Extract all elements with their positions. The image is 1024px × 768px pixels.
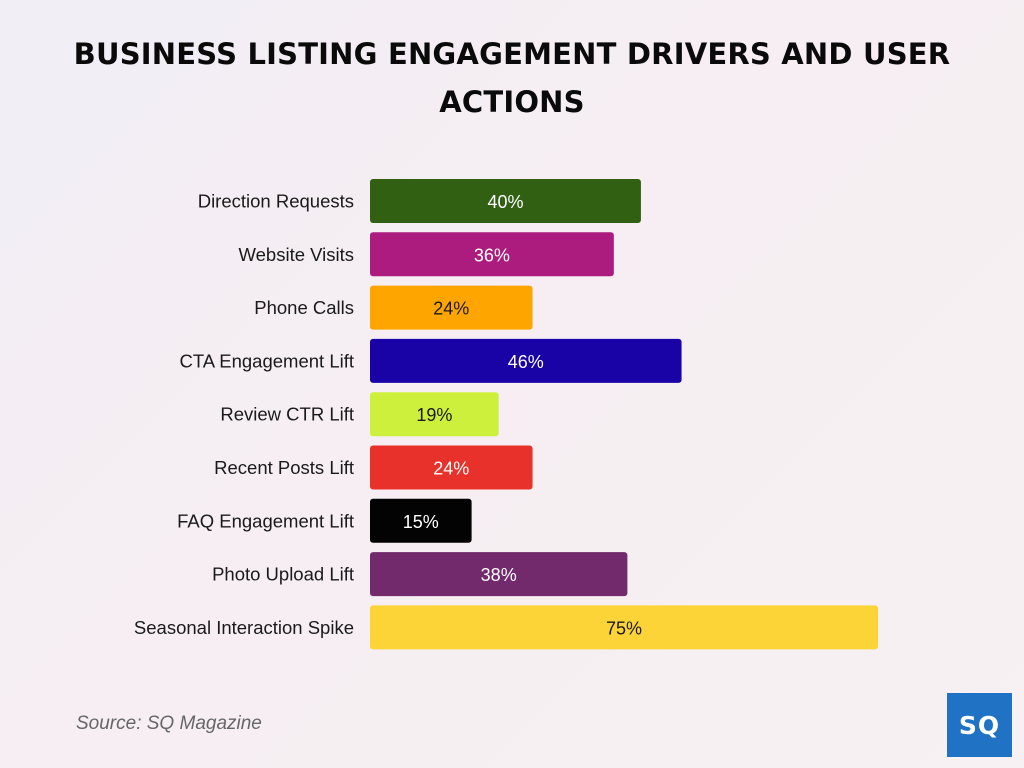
bar-faq-engagement-lift (370, 498, 472, 543)
source-note: Source: SQ Magazine (76, 713, 262, 734)
value-label: 46% (508, 352, 544, 372)
value-label: 24% (433, 459, 469, 479)
value-label: 15% (403, 512, 439, 532)
category-label: Direction Requests (198, 191, 354, 212)
bar-review-ctr-lift (370, 392, 499, 437)
bar-phone-calls (370, 285, 533, 330)
category-label: CTA Engagement Lift (180, 350, 354, 371)
value-label: 36% (474, 245, 510, 265)
value-label: 75% (606, 618, 642, 638)
bar-cta-engagement-lift (370, 338, 682, 383)
bar-seasonal-interaction-spike (370, 605, 878, 650)
category-label: Phone Calls (254, 297, 354, 318)
category-label: Photo Upload Lift (212, 564, 354, 585)
value-label: 19% (416, 405, 452, 425)
value-label: 24% (433, 299, 469, 319)
value-label: 38% (481, 565, 517, 585)
chart-title: BUSINESS LISTING ENGAGEMENT DRIVERS AND … (73, 37, 951, 119)
bar-website-visits (370, 232, 614, 277)
value-label: 40% (487, 192, 523, 212)
category-label: Website Visits (239, 244, 355, 265)
bar-direction-requests (370, 179, 641, 223)
category-label: FAQ Engagement Lift (177, 510, 354, 531)
bar-photo-upload-lift (370, 552, 628, 597)
category-label: Seasonal Interaction Spike (134, 617, 354, 638)
sq-logo: SQ (947, 693, 1012, 757)
category-label: Review CTR Lift (220, 404, 354, 425)
category-label: Recent Posts Lift (214, 457, 354, 478)
bar-recent-posts-lift (370, 445, 533, 490)
